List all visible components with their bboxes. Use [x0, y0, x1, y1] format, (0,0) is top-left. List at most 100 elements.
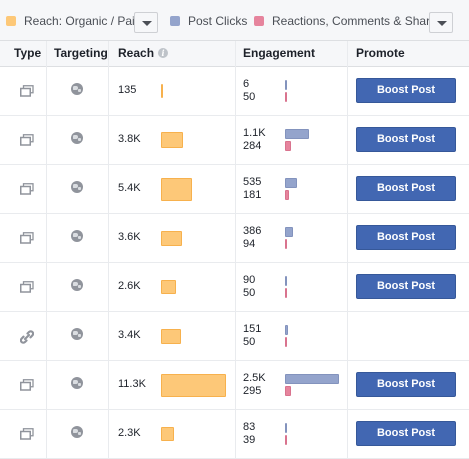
post-clicks-bar: [285, 423, 287, 433]
reach-bar: [161, 427, 174, 441]
clicks-swatch: [170, 16, 180, 26]
globe-icon: [71, 230, 83, 242]
globe-icon: [71, 328, 83, 340]
reach-value: 135: [118, 84, 137, 96]
reach-bar: [161, 374, 226, 397]
table-row: 135 6 50 Boost Post: [0, 67, 469, 116]
column-divider: [235, 41, 236, 459]
legend-reactions: Reactions, Comments & Shares: [254, 14, 443, 28]
post-clicks-value: 386: [243, 225, 262, 237]
album-icon: [20, 85, 34, 97]
legend-reach-label: Reach: Organic / Paid: [24, 14, 142, 28]
post-clicks-value: 151: [243, 323, 262, 335]
table-row: 3.8K 1.1K 284 Boost Post: [0, 116, 469, 165]
post-clicks-bar: [285, 178, 297, 188]
reach-bar: [161, 132, 183, 148]
col-type[interactable]: Type: [14, 46, 42, 60]
album-icon: [20, 134, 34, 146]
reach-bar: [161, 231, 182, 246]
post-clicks-value: 535: [243, 176, 262, 188]
table-header: Type Targeting Reach i Engagement Promote: [0, 41, 469, 67]
post-clicks-value: 90: [243, 274, 256, 286]
boost-post-button[interactable]: Boost Post: [356, 372, 456, 397]
reactions-bar: [285, 190, 289, 200]
reach-metric-dropdown[interactable]: [134, 12, 158, 33]
chart-legend: Reach: Organic / Paid Post Clicks Reacti…: [0, 0, 469, 41]
reach-value: 11.3K: [118, 378, 146, 390]
post-clicks-bar: [285, 276, 287, 286]
boost-post-button[interactable]: Boost Post: [356, 78, 456, 103]
col-reach[interactable]: Reach i: [118, 41, 169, 67]
post-clicks-bar: [285, 227, 293, 237]
reach-swatch: [6, 16, 16, 26]
column-divider: [347, 41, 348, 459]
reactions-value: 39: [243, 434, 256, 446]
reactions-value: 295: [243, 385, 262, 397]
reactions-bar: [285, 239, 287, 249]
reactions-value: 284: [243, 140, 262, 152]
reach-value: 3.8K: [118, 133, 141, 145]
reactions-value: 94: [243, 238, 256, 250]
album-icon: [20, 379, 34, 391]
table-row: 5.4K 535 181 Boost Post: [0, 165, 469, 214]
reactions-bar: [285, 92, 287, 102]
reactions-value: 50: [243, 336, 256, 348]
globe-icon: [71, 377, 83, 389]
album-icon: [20, 232, 34, 244]
boost-post-button[interactable]: Boost Post: [356, 274, 456, 299]
table-row: 3.6K 386 94 Boost Post: [0, 214, 469, 263]
globe-icon: [71, 132, 83, 144]
reactions-value: 50: [243, 91, 256, 103]
reactions-bar: [285, 141, 291, 151]
boost-post-button[interactable]: Boost Post: [356, 176, 456, 201]
boost-post-button[interactable]: Boost Post: [356, 127, 456, 152]
post-clicks-bar: [285, 325, 288, 335]
reactions-bar: [285, 288, 287, 298]
boost-post-button[interactable]: Boost Post: [356, 421, 456, 446]
col-promote: Promote: [356, 46, 405, 60]
legend-reach: Reach: Organic / Paid: [6, 14, 141, 28]
globe-icon: [71, 181, 83, 193]
table-row: 2.6K 90 50 Boost Post: [0, 263, 469, 312]
info-icon[interactable]: i: [158, 48, 169, 58]
boost-post-button[interactable]: Boost Post: [356, 225, 456, 250]
reactions-value: 181: [243, 189, 262, 201]
engagement-metric-dropdown[interactable]: [429, 12, 453, 33]
link-icon: [19, 330, 35, 344]
legend-clicks-label: Post Clicks: [188, 14, 248, 28]
legend-reactions-label: Reactions, Comments & Shares: [272, 14, 443, 28]
reactions-swatch: [254, 16, 264, 26]
table-row: 11.3K 2.5K 295 Boost Post: [0, 361, 469, 410]
table-row: 2.3K 83 39 Boost Post: [0, 410, 469, 459]
post-clicks-value: 2.5K: [243, 372, 266, 384]
post-clicks-value: 83: [243, 421, 256, 433]
reactions-bar: [285, 386, 291, 396]
album-icon: [20, 281, 34, 293]
reach-value: 3.6K: [118, 231, 141, 243]
reach-bar: [161, 84, 163, 98]
table-row: 3.4K 151 50: [0, 312, 469, 361]
reactions-bar: [285, 337, 287, 347]
column-divider: [46, 41, 47, 459]
col-engagement[interactable]: Engagement: [243, 46, 316, 60]
reach-value: 2.3K: [118, 427, 141, 439]
globe-icon: [71, 426, 83, 438]
globe-icon: [71, 83, 83, 95]
post-clicks-bar: [285, 80, 287, 90]
post-clicks-value: 1.1K: [243, 127, 266, 139]
reach-value: 2.6K: [118, 280, 141, 292]
post-clicks-value: 6: [243, 78, 250, 90]
legend-clicks: Post Clicks: [170, 14, 247, 28]
reactions-bar: [285, 435, 287, 445]
reach-value: 5.4K: [118, 182, 141, 194]
reach-bar: [161, 329, 181, 344]
reach-bar: [161, 280, 176, 294]
album-icon: [20, 428, 34, 440]
post-clicks-bar: [285, 374, 339, 384]
col-targeting[interactable]: Targeting: [54, 46, 108, 60]
reach-bar: [161, 178, 192, 201]
reach-value: 3.4K: [118, 329, 141, 341]
reactions-value: 50: [243, 287, 256, 299]
col-reach-label: Reach: [118, 46, 155, 60]
column-divider: [108, 41, 109, 459]
